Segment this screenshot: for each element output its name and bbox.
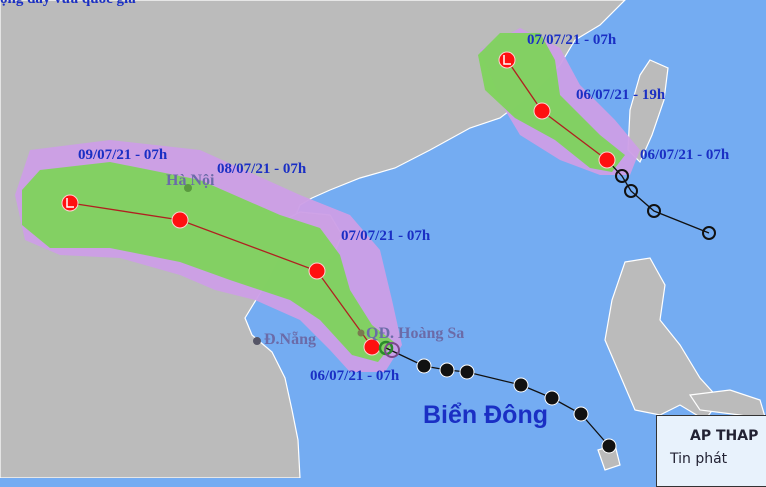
past-position-icon [544,390,560,406]
past-positions [416,358,617,454]
past-position-icon [459,364,475,380]
typhoon-icon [308,262,326,280]
taiwan-island [627,59,669,164]
cone-north [478,28,640,175]
current-position-icon [384,342,400,358]
time-label: 07/07/21 - 07h [527,32,617,48]
hoangsa-marker [357,329,365,337]
info-subtitle: Tin phát [670,451,728,467]
header-partial-text: ộng đây vừa quốc gia [0,0,136,8]
past-position-icon [513,377,529,393]
past-position-icon [615,169,629,183]
forecast-point-icon [533,102,551,120]
forecast-point-icon [171,211,189,229]
past-position-icon [624,184,638,198]
time-label: 06/07/21 - 19h [576,87,666,103]
time-label: 09/07/21 - 07h [78,147,168,163]
past-position-icon [439,362,455,378]
uncertainty-cone-green [478,33,625,172]
cone-main [15,140,402,372]
danang-marker [253,337,261,345]
past-position-icon [573,406,589,422]
forecast-point-icon [598,151,616,169]
info-box: AP THAP Tin phát [656,415,766,487]
info-title: AP THAP [690,428,759,444]
hanoi-marker [184,184,192,192]
uncertainty-cone-green [22,162,394,362]
place-hanoi: Hà Nội [166,172,215,189]
past-position-icon [647,204,661,218]
place-danang: Đ.Nẵng [264,331,317,348]
past-positions-north [615,169,716,240]
past-position-icon [416,358,432,374]
place-hoangsa: QĐ. Hoàng Sa [366,325,465,342]
small-island [688,389,766,421]
time-label: 07/07/21 - 07h [341,228,431,244]
past-position-icon [702,226,716,240]
low-pressure-L-icon [498,51,516,69]
time-label: 06/07/21 - 07h [310,368,400,384]
time-label: 08/07/21 - 07h [217,161,307,177]
forecast-points [61,51,616,356]
low-pressure-L-icon [61,194,79,212]
time-label: 06/07/21 - 07h [640,147,730,163]
past-position-icon [601,438,617,454]
sea-name: Biển Đông [423,401,548,429]
